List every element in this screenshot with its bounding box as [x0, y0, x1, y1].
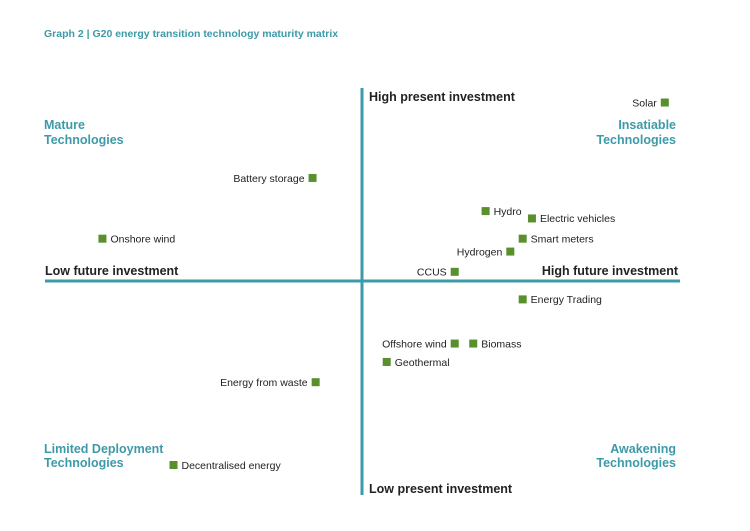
point-marker-onshore-wind: [98, 234, 107, 243]
point-marker-biomass: [469, 339, 478, 348]
point-marker-hydrogen: [506, 247, 515, 256]
point-marker-hydro: [481, 207, 490, 216]
point-marker-energy-trading: [518, 295, 527, 304]
point-label-electric-vehicles: Electric vehicles: [540, 213, 615, 225]
point-marker-geothermal: [382, 357, 391, 366]
point-label-hydrogen: Hydrogen: [457, 246, 503, 258]
point-label-offshore-wind: Offshore wind: [382, 338, 447, 350]
quadrant-awakening-line2: Technologies: [596, 456, 676, 470]
axis-label-high-future: High future investment: [542, 264, 679, 278]
axis-label-high-present: High present investment: [369, 90, 516, 104]
quadrant-limited-line1: Limited Deployment: [44, 442, 164, 456]
point-label-decentralised-energy: Decentralised energy: [182, 460, 282, 472]
quadrant-mature-line2: Technologies: [44, 133, 124, 147]
point-marker-electric-vehicles: [527, 214, 536, 223]
point-label-solar: Solar: [632, 97, 657, 109]
point-label-energy-trading: Energy Trading: [531, 294, 602, 306]
point-marker-battery-storage: [308, 173, 317, 182]
quadrant-awakening-line1: Awakening: [610, 442, 676, 456]
point-label-smart-meters: Smart meters: [531, 233, 594, 245]
point-marker-solar: [660, 98, 669, 107]
point-label-hydro: Hydro: [494, 206, 522, 218]
quadrant-insatiable-line1: Insatiable: [618, 118, 676, 132]
point-marker-decentralised-energy: [169, 461, 178, 469]
point-label-geothermal: Geothermal: [395, 357, 450, 369]
chart-title: Graph 2 | G20 energy transition technolo…: [44, 28, 338, 40]
axis-label-low-future: Low future investment: [45, 264, 179, 278]
data-points: Solar Battery storage Hydro Electric vehicl…: [98, 97, 669, 472]
point-marker-offshore-wind: [450, 339, 459, 348]
point-marker-energy-from-waste: [311, 378, 320, 387]
point-marker-ccus: [450, 267, 459, 276]
quadrant-limited-line2: Technologies: [44, 456, 124, 470]
quadrant-mature-line1: Mature: [44, 118, 85, 132]
point-label-battery-storage: Battery storage: [233, 173, 304, 185]
point-label-onshore-wind: Onshore wind: [110, 233, 175, 245]
axis-label-low-present: Low present investment: [369, 482, 513, 496]
point-marker-smart-meters: [518, 234, 527, 243]
point-label-ccus: CCUS: [417, 267, 447, 279]
point-label-biomass: Biomass: [481, 338, 521, 350]
quadrant-insatiable-line2: Technologies: [596, 133, 676, 147]
point-label-energy-from-waste: Energy from waste: [220, 377, 308, 389]
